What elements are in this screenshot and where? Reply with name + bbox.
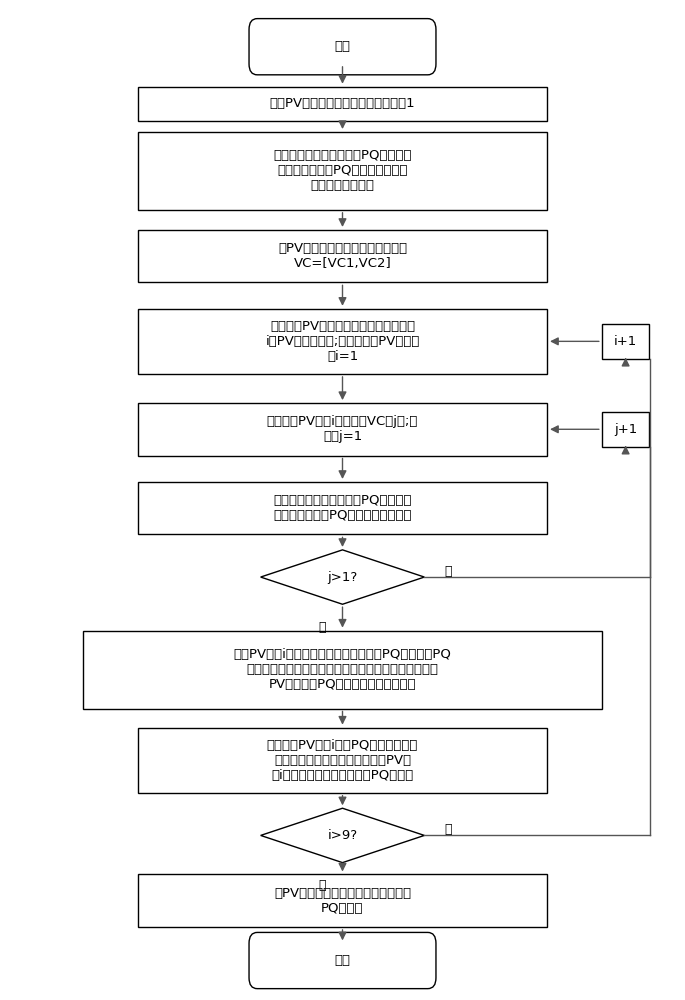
Bar (138, 309, 547, 374)
Text: 依次获得PV节点i对各PQ分区的电压调
控灵敏度，各区灵敏度排序，将PV节
点i划分至灵敏度最大对应的PQ分区内: 依次获得PV节点i对各PQ分区的电压调 控灵敏度，各区灵敏度排序，将PV节 点i… (267, 739, 418, 782)
Text: 摄动改变PV节点i的电压为VC（j）;取
初始j=1: 摄动改变PV节点i的电压为VC（j）;取 初始j=1 (267, 415, 418, 443)
Text: 计算PV节点i分别摄动为上下限电压时，PQ分区中各PQ
节点当前电压与基准态电压偏差绝对值和的均值作为该
PV节点对该PQ分区的电压调控灵敏度: 计算PV节点i分别摄动为上下限电压时，PQ分区中各PQ 节点当前电压与基准态电压… (234, 648, 451, 691)
Bar (138, 132, 547, 210)
Bar (84, 631, 601, 709)
Polygon shape (260, 808, 425, 863)
Bar (138, 728, 547, 793)
Text: 开始: 开始 (334, 40, 351, 53)
Bar (138, 482, 547, 534)
Bar (138, 874, 547, 927)
Text: 是: 是 (319, 879, 326, 892)
Text: j+1: j+1 (614, 423, 637, 436)
FancyBboxPatch shape (249, 19, 436, 75)
FancyBboxPatch shape (249, 932, 436, 989)
Text: 否: 否 (445, 565, 452, 578)
Text: 各PV节点均划分至对应调控最灵敏的
PQ分区内: 各PV节点均划分至对应调控最灵敏的 PQ分区内 (274, 887, 411, 915)
Text: 全网进行潮流计算；按各PQ分区分别
存储各区域内各PQ节点的电压标幺
值，并作为基准态: 全网进行潮流计算；按各PQ分区分别 存储各区域内各PQ节点的电压标幺 值，并作为… (273, 149, 412, 192)
Text: j>1?: j>1? (327, 571, 358, 584)
Text: 保持其余PV节点电压不变仅摄动改变第
i个PV节点的电压;设初始摄动PV节点号
为i=1: 保持其余PV节点电压不变仅摄动改变第 i个PV节点的电压;设初始摄动PV节点号 … (265, 320, 420, 363)
Polygon shape (260, 550, 425, 604)
Text: 是: 是 (319, 621, 326, 634)
Bar (138, 87, 547, 121)
Text: 所有PV节点电压置为参考电压标幺值1: 所有PV节点电压置为参考电压标幺值1 (270, 97, 415, 110)
Text: i+1: i+1 (614, 335, 637, 348)
Bar (601, 412, 649, 447)
Bar (601, 324, 649, 359)
Text: 全网进行潮流计算；按各PQ分区分别
存储各区域内各PQ节点的电压标幺值: 全网进行潮流计算；按各PQ分区分别 存储各区域内各PQ节点的电压标幺值 (273, 494, 412, 522)
Text: i>9?: i>9? (327, 829, 358, 842)
Bar (138, 230, 547, 282)
Text: 取PV节点电压摄动上下限分别为：
VC=[VC1,VC2]: 取PV节点电压摄动上下限分别为： VC=[VC1,VC2] (278, 242, 407, 270)
Text: 否: 否 (445, 823, 452, 836)
Text: 结束: 结束 (334, 954, 351, 967)
Bar (138, 403, 547, 456)
